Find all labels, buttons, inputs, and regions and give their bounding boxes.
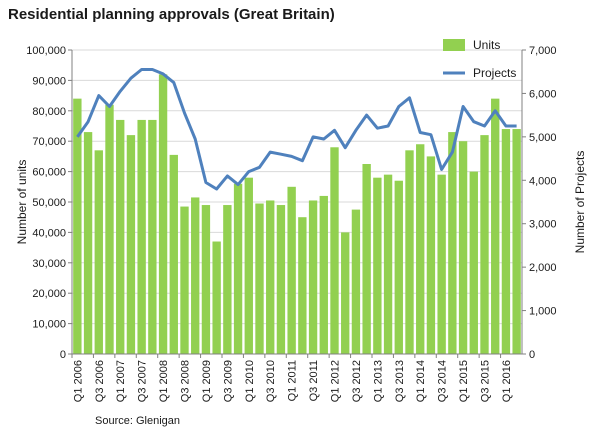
x-tick-label: Q3 2012 [351, 360, 363, 402]
y-tick-label: 0 [60, 349, 66, 361]
x-tick-label: Q1 2007 [115, 360, 127, 402]
x-tick-label: Q3 2015 [480, 360, 492, 402]
legend-label-projects: Projects [473, 66, 516, 80]
units-bar [73, 98, 82, 354]
y-tick-label: 30,000 [32, 258, 66, 270]
y2-tick-label: 2,000 [529, 262, 557, 274]
legend: Units Projects [443, 38, 516, 80]
y2-tick-label: 6,000 [529, 88, 557, 100]
units-bar [276, 205, 286, 354]
units-bar [405, 150, 414, 354]
y-tick-label: 10,000 [32, 319, 66, 331]
units-bar [287, 186, 296, 354]
projects-line [76, 68, 517, 191]
units-bar [394, 180, 403, 354]
units-bar [469, 171, 478, 354]
y-tick-label: 40,000 [32, 227, 66, 239]
units-bar [191, 197, 200, 354]
x-tick-label: Q1 2014 [415, 360, 427, 402]
units-bar [83, 132, 93, 354]
units-bar [255, 203, 264, 354]
units-bar [319, 195, 328, 354]
units-bar [330, 147, 339, 354]
units-bar [126, 135, 136, 354]
units-bar [94, 150, 103, 354]
x-tick-label: Q1 2016 [501, 360, 513, 402]
y-tick-label: 90,000 [32, 75, 66, 87]
units-bar [105, 104, 114, 354]
projects-line-layer [76, 68, 517, 191]
units-bar [169, 154, 178, 354]
units-bar [244, 177, 253, 354]
units-bar [148, 119, 157, 354]
y-tick-label: 20,000 [32, 288, 66, 300]
x-tick-label: Q3 2013 [394, 360, 406, 402]
units-bar [351, 209, 361, 354]
units-bar [298, 217, 307, 354]
units-bar [308, 200, 318, 354]
units-bar [116, 119, 125, 354]
units-bar [137, 119, 146, 354]
units-bar [373, 177, 382, 354]
x-tick-label: Q1 2012 [330, 360, 342, 402]
units-bar [362, 164, 371, 354]
units-bar [266, 200, 275, 354]
units-bar [437, 174, 446, 354]
y-tick-label: 70,000 [32, 136, 66, 148]
y2-tick-label: 7,000 [529, 45, 557, 57]
y2-tick-label: 5,000 [529, 132, 557, 144]
y-tick-label: 80,000 [32, 106, 66, 118]
x-tick-label: Q3 2009 [222, 360, 234, 402]
units-bar [512, 129, 521, 354]
units-bar [158, 74, 168, 354]
x-tick-label: Q1 2010 [244, 360, 256, 402]
units-bar [416, 144, 425, 354]
legend-label-units: Units [473, 38, 500, 52]
source-note: Source: Glenigan [95, 415, 180, 427]
y-tick-label: 60,000 [32, 167, 66, 179]
y2-tick-label: 3,000 [529, 219, 557, 231]
axes: 0 10,000 20,000 30,000 40,000 50,000 60,000 70,… [15, 45, 587, 402]
units-bar [201, 205, 211, 354]
y-axis-title: Number of units [15, 160, 29, 245]
x-tick-label: Q1 2013 [372, 360, 384, 402]
chart-title: Residential planning approvals (Great Br… [8, 6, 335, 23]
x-tick-label: Q3 2007 [137, 360, 149, 402]
x-tick-label: Q1 2009 [201, 360, 213, 402]
units-bars [73, 74, 521, 354]
x-tick-label: Q3 2011 [308, 360, 320, 401]
x-tick-label: Q3 2014 [437, 360, 449, 402]
y2-tick-label: 0 [529, 349, 535, 361]
x-tick-label: Q1 2011 [287, 360, 299, 401]
x-tick-label: Q1 2006 [72, 360, 84, 402]
units-bar [180, 206, 189, 354]
x-tick-label: Q1 2008 [158, 360, 170, 402]
units-bar [458, 141, 468, 354]
x-tick-label: Q3 2006 [94, 360, 106, 402]
legend-swatch-units [443, 39, 465, 51]
y-tick-label: 50,000 [32, 197, 66, 209]
x-tick-label: Q1 2015 [458, 360, 470, 402]
x-tick-label: Q3 2010 [265, 360, 277, 402]
y2-tick-label: 1,000 [529, 306, 557, 318]
units-bar [426, 156, 436, 354]
units-bar [223, 205, 232, 354]
x-tick-label: Q3 2008 [180, 360, 192, 402]
units-bar [212, 241, 221, 354]
units-bar [480, 135, 489, 354]
y2-axis-title: Number of Projects [573, 151, 587, 254]
units-bar [233, 183, 243, 354]
gridlines [72, 49, 522, 325]
units-bar [501, 129, 511, 354]
y-tick-label: 100,000 [26, 45, 66, 57]
units-bar [491, 98, 500, 354]
units-bar [448, 132, 457, 354]
y2-tick-label: 4,000 [529, 175, 557, 187]
units-bar [383, 174, 393, 354]
units-bar [341, 232, 350, 354]
